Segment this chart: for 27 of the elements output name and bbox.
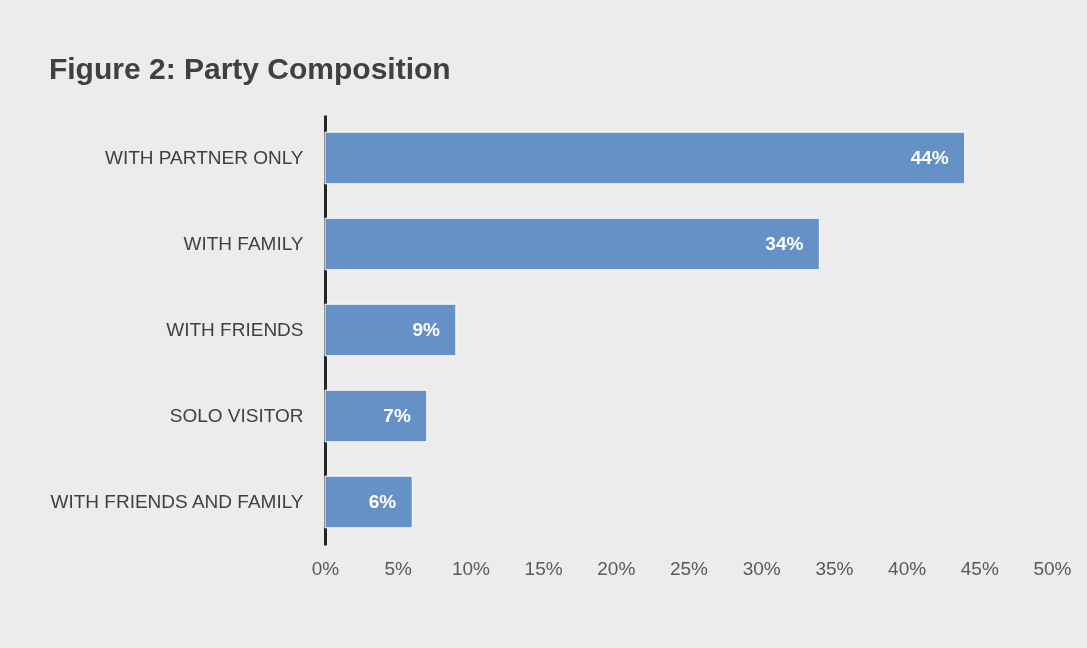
- data-label: 44%: [910, 147, 949, 168]
- x-tick-label: 5%: [384, 557, 413, 579]
- bar: [324, 303, 457, 357]
- bar: [324, 217, 820, 271]
- data-label: 7%: [383, 405, 411, 426]
- y-tick-label: SOLO VISITOR: [169, 405, 304, 426]
- y-tick-label: WITH FAMILY: [183, 233, 304, 254]
- x-tick-label: 20%: [597, 557, 636, 579]
- x-tick-label: 40%: [888, 557, 927, 579]
- x-tick-label: 50%: [1033, 557, 1072, 579]
- data-label: 9%: [412, 319, 440, 340]
- x-tick-label: 10%: [451, 557, 491, 579]
- data-label: 34%: [765, 233, 804, 254]
- data-label: 6%: [368, 491, 397, 512]
- x-tick-label: 35%: [815, 557, 854, 579]
- x-tick-label: 30%: [742, 557, 781, 579]
- x-tick-label: 45%: [960, 557, 999, 579]
- y-tick-label: WITH FRIENDS AND FAMILY: [50, 491, 304, 512]
- y-tick-label: WITH PARTNER ONLY: [105, 147, 304, 168]
- bar: [324, 389, 428, 443]
- y-tick-label: WITH FRIENDS: [166, 319, 304, 340]
- chart-title: Figure 2: Party Composition: [48, 52, 451, 85]
- x-tick-label: 0%: [311, 557, 340, 579]
- x-tick-label: 15%: [524, 557, 563, 579]
- x-tick-label: 25%: [669, 557, 709, 579]
- bar: [324, 475, 413, 529]
- bar: [324, 131, 966, 185]
